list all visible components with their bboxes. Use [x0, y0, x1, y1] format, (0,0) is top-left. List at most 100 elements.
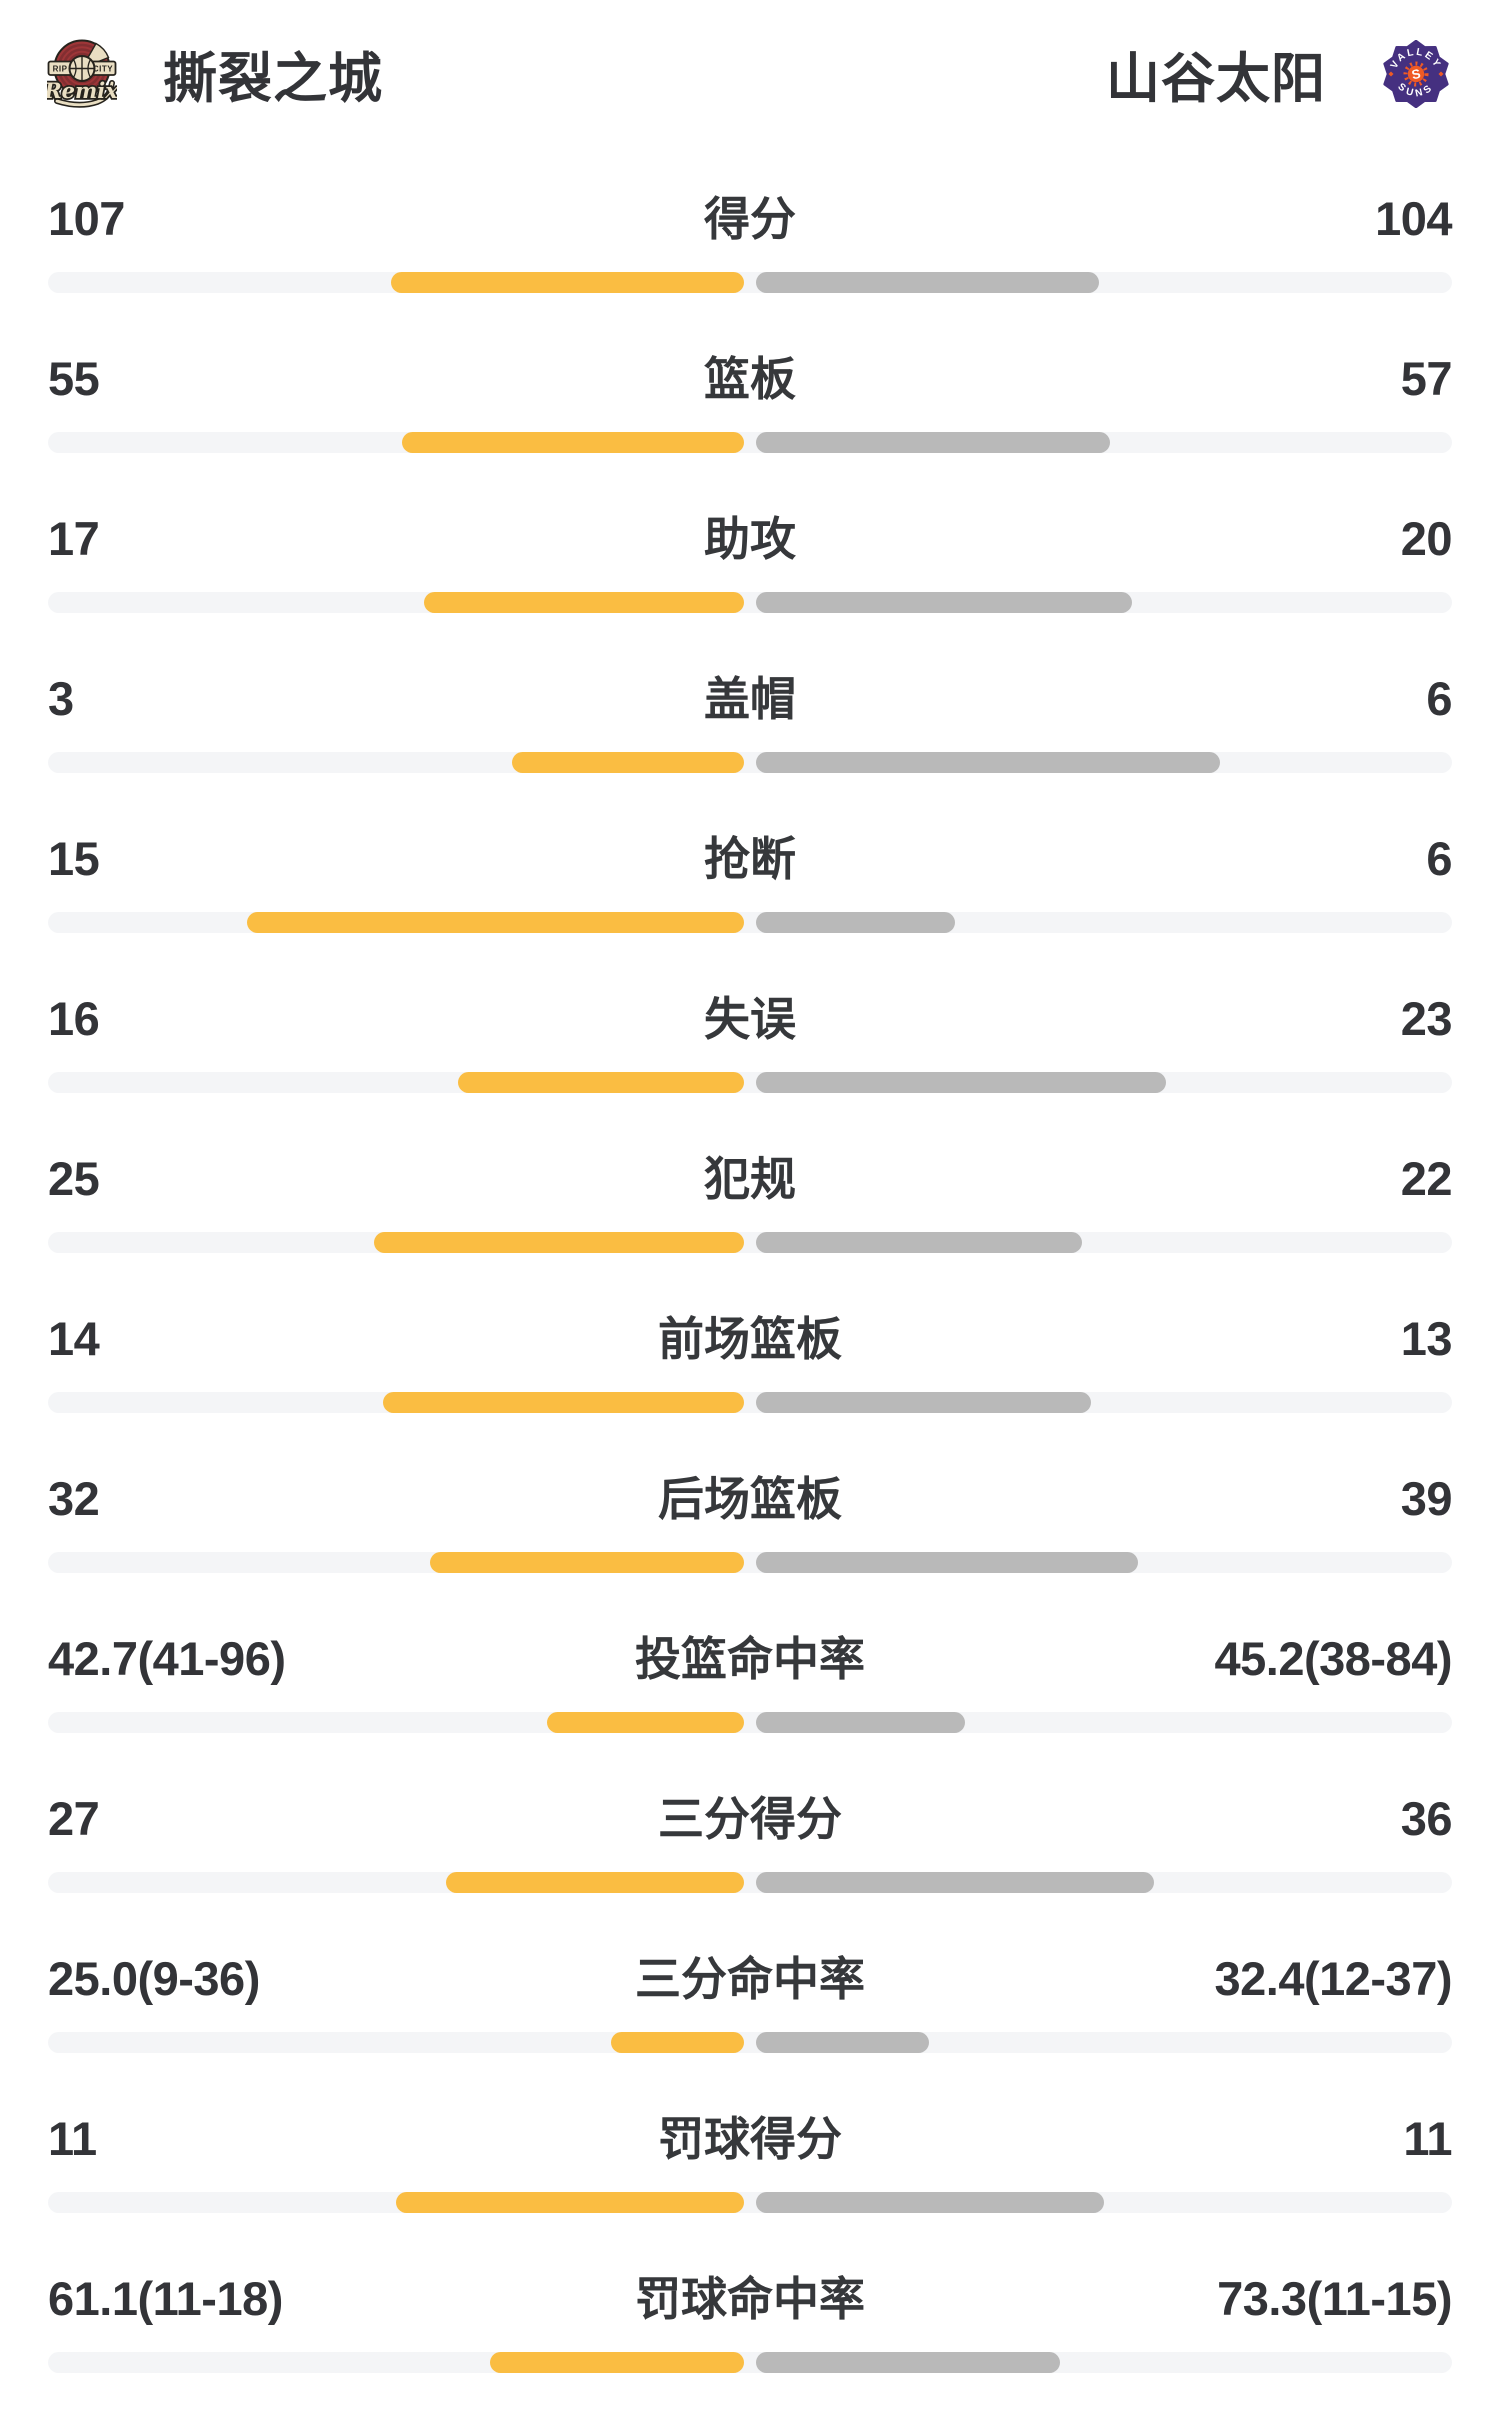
home-value: 16 [48, 992, 100, 1045]
home-value: 107 [48, 192, 125, 245]
stat-label: 抢断 [704, 833, 796, 885]
away-value: 32.4(12-37) [1214, 1952, 1453, 2005]
stat-bar-track [48, 1072, 1452, 1093]
away-bar [756, 272, 1099, 293]
home-value: 25.0(9-36) [48, 1952, 260, 2005]
stat-row: 27 36 三分得分 [0, 1770, 1500, 1930]
stat-bar-track [48, 592, 1452, 613]
home-bar [430, 1552, 744, 1573]
away-bar [756, 432, 1110, 453]
stat-row: 55 57 篮板 [0, 330, 1500, 490]
away-value: 22 [1400, 1152, 1453, 1205]
home-value: 17 [48, 512, 100, 565]
stat-label: 后场篮板 [658, 1473, 842, 1525]
stat-label: 罚球得分 [658, 2113, 842, 2165]
home-value: 25 [48, 1152, 100, 1205]
stat-bar-track [48, 272, 1452, 293]
home-value: 61.1(11-18) [48, 2272, 283, 2325]
home-bar [374, 1232, 744, 1253]
away-team-header: VALLEY SUNS S 山谷太阳 [1106, 34, 1450, 113]
valley-suns-logo: VALLEY SUNS S [1383, 39, 1449, 108]
away-bar [756, 592, 1132, 613]
stat-row: 25 22 犯规 [0, 1130, 1500, 1290]
home-value: 32 [48, 1472, 100, 1525]
rip-banner-left-text: RIP [53, 64, 68, 73]
home-bar [490, 2352, 744, 2373]
away-bar [756, 1552, 1138, 1573]
away-value: 73.3(11-15) [1217, 2272, 1452, 2325]
rip-script-text: Remix [47, 78, 117, 103]
stat-label: 犯规 [704, 1153, 796, 1205]
stat-label: 投篮命中率 [635, 1633, 865, 1685]
stat-bar-track [48, 432, 1452, 453]
away-value: 23 [1400, 992, 1453, 1045]
stat-row: 25.0(9-36) 32.4(12-37) 三分命中率 [0, 1930, 1500, 2090]
stat-row: 3 6 盖帽 [0, 650, 1500, 810]
away-value: 6 [1426, 832, 1452, 885]
stat-row: 42.7(41-96) 45.2(38-84) 投篮命中率 [0, 1610, 1500, 1770]
home-bar [391, 272, 744, 293]
home-value: 3 [48, 672, 74, 725]
stat-bar-track [48, 2192, 1452, 2213]
away-team-name: 山谷太阳 [1106, 49, 1326, 109]
stat-bar-track [48, 912, 1452, 933]
stat-label: 失误 [704, 993, 796, 1045]
home-bar [247, 912, 744, 933]
home-value: 15 [48, 832, 100, 885]
home-value: 14 [48, 1312, 100, 1365]
sun-center-letter: S [1410, 65, 1422, 82]
left-diamond-accent [1388, 71, 1394, 76]
away-value: 39 [1400, 1472, 1453, 1525]
away-bar [756, 1872, 1154, 1893]
home-bar [512, 752, 744, 773]
stat-label: 篮板 [704, 353, 796, 405]
stat-label: 助攻 [704, 513, 796, 565]
home-bar [424, 592, 744, 613]
home-bar [611, 2032, 744, 2053]
stat-row: 17 20 助攻 [0, 490, 1500, 650]
away-bar [756, 912, 955, 933]
stat-label: 得分 [704, 193, 796, 245]
stat-label: 三分命中率 [635, 1953, 865, 2005]
away-bar [756, 1712, 965, 1733]
home-team-name: 撕裂之城 [163, 49, 383, 109]
away-bar [756, 2032, 929, 2053]
away-bar [756, 2352, 1060, 2373]
away-bar [756, 752, 1220, 773]
home-bar [402, 432, 744, 453]
away-value: 104 [1375, 192, 1452, 245]
home-bar [446, 1872, 744, 1893]
home-value: 11 [48, 2112, 97, 2165]
right-diamond-accent [1438, 71, 1444, 76]
home-value: 55 [48, 352, 100, 405]
away-value: 57 [1400, 352, 1453, 405]
stat-row: 11 11 罚球得分 [0, 2090, 1500, 2250]
stat-label: 三分得分 [658, 1793, 842, 1845]
rip-city-remix-logo: RIP CITY Remix [47, 39, 117, 108]
stat-label: 罚球命中率 [635, 2273, 865, 2325]
stat-bar-track [48, 1712, 1452, 1733]
away-value: 20 [1400, 512, 1453, 565]
stat-bar-track [48, 752, 1452, 773]
home-bar [458, 1072, 744, 1093]
stat-label: 盖帽 [704, 673, 796, 725]
team-stats-comparison-chart: 107 104 得分 55 57 篮板 17 20 助攻 3 6 [0, 170, 1500, 2410]
stat-row: 14 13 前场篮板 [0, 1290, 1500, 1450]
stat-bar-track [48, 1392, 1452, 1413]
away-value: 6 [1426, 672, 1452, 725]
stat-bar-track [48, 1872, 1452, 1893]
away-bar [756, 1392, 1091, 1413]
match-stats-header: RIP CITY Remix 撕裂之城 VALLEY SUNS [0, 0, 1500, 170]
home-bar [383, 1392, 744, 1413]
stat-label: 前场篮板 [658, 1313, 842, 1365]
stat-row: 15 6 抢断 [0, 810, 1500, 970]
away-value: 45.2(38-84) [1214, 1632, 1453, 1685]
stat-bar-track [48, 2032, 1452, 2053]
stat-row: 16 23 失误 [0, 970, 1500, 1130]
away-bar [756, 1232, 1082, 1253]
home-value: 27 [48, 1792, 100, 1845]
away-bar [756, 1072, 1166, 1093]
rip-banner-right-text: CITY [93, 64, 113, 73]
home-value: 42.7(41-96) [48, 1632, 286, 1685]
stat-row: 107 104 得分 [0, 170, 1500, 330]
